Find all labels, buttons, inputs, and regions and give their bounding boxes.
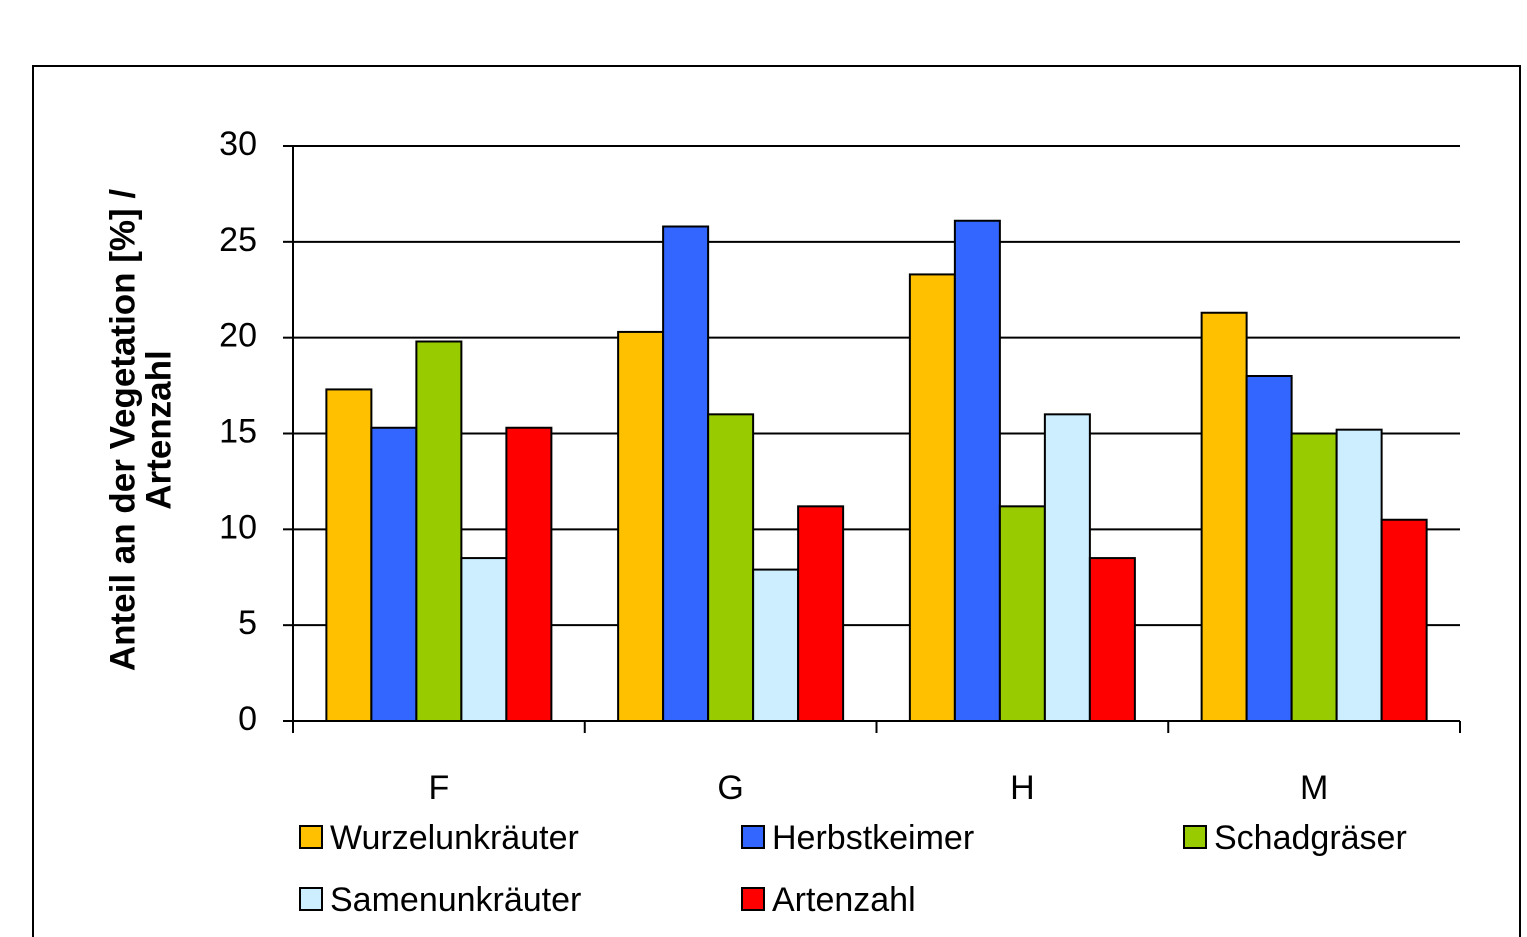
legend-label: Wurzelunkräuter bbox=[330, 819, 579, 857]
y-tick-label: 0 bbox=[238, 700, 257, 738]
bar bbox=[953, 219, 1001, 722]
legend-marker bbox=[299, 887, 323, 911]
bar bbox=[325, 388, 373, 722]
bar bbox=[797, 505, 845, 723]
y-tick-label: 20 bbox=[219, 317, 257, 355]
bar bbox=[415, 340, 463, 722]
bar bbox=[1290, 432, 1338, 722]
bar bbox=[908, 273, 956, 722]
legend-marker bbox=[741, 887, 765, 911]
y-tick-label: 15 bbox=[219, 412, 257, 450]
y-tick-label: 25 bbox=[219, 221, 257, 259]
bar bbox=[460, 557, 508, 722]
bar bbox=[752, 568, 800, 722]
x-tick-label: F bbox=[428, 769, 449, 807]
legend-marker bbox=[741, 825, 765, 849]
chart-border bbox=[32, 65, 1521, 937]
y-axis-title-line: Artenzahl bbox=[139, 350, 178, 509]
y-tick-label: 5 bbox=[238, 604, 257, 642]
legend-label: Schadgräser bbox=[1214, 819, 1407, 857]
bar bbox=[707, 413, 755, 722]
bar bbox=[1380, 518, 1428, 722]
bar bbox=[1245, 375, 1293, 722]
bar bbox=[1200, 311, 1248, 722]
y-axis-title-line: Anteil an der Vegetation [%] / bbox=[103, 189, 142, 672]
x-tick-label: G bbox=[717, 769, 743, 807]
bar bbox=[505, 426, 553, 722]
legend-label: Herbstkeimer bbox=[772, 819, 974, 857]
y-tick-label: 10 bbox=[219, 508, 257, 546]
y-tick-label: 30 bbox=[219, 125, 257, 163]
bar bbox=[998, 505, 1046, 723]
x-tick-label: H bbox=[1010, 769, 1035, 807]
legend-label: Samenunkräuter bbox=[330, 881, 581, 919]
legend-label: Artenzahl bbox=[772, 881, 916, 919]
bar bbox=[662, 225, 710, 722]
bar bbox=[1088, 557, 1136, 722]
bar bbox=[1335, 428, 1383, 722]
legend-marker bbox=[1183, 825, 1207, 849]
bar bbox=[370, 426, 418, 722]
legend-marker bbox=[299, 825, 323, 849]
x-tick-label: M bbox=[1300, 769, 1328, 807]
bar bbox=[617, 330, 665, 722]
bar bbox=[1043, 413, 1091, 722]
y-axis-title: Anteil an der Vegetation [%] / Artenzahl bbox=[103, 189, 178, 672]
